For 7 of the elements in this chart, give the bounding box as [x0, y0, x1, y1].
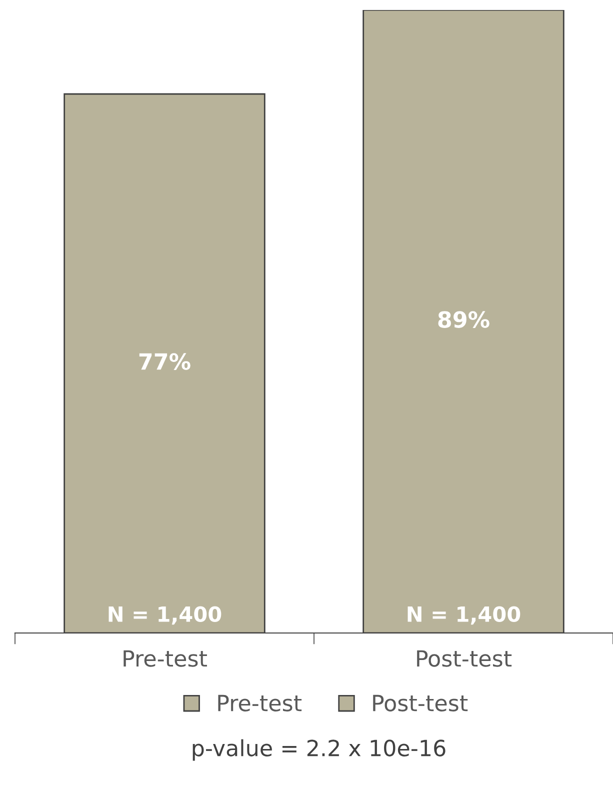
annotation: N = 1,400 — [108, 606, 222, 625]
text: p-value = 2.2 x 10e-16 — [192, 739, 446, 761]
legend-label: Pre-test — [218, 694, 302, 712]
annotation: N = 1,400 — [408, 606, 520, 625]
legend-label: Post-test — [373, 694, 468, 712]
data-label: 77% — [139, 353, 190, 370]
data-label: 89% — [438, 311, 490, 328]
